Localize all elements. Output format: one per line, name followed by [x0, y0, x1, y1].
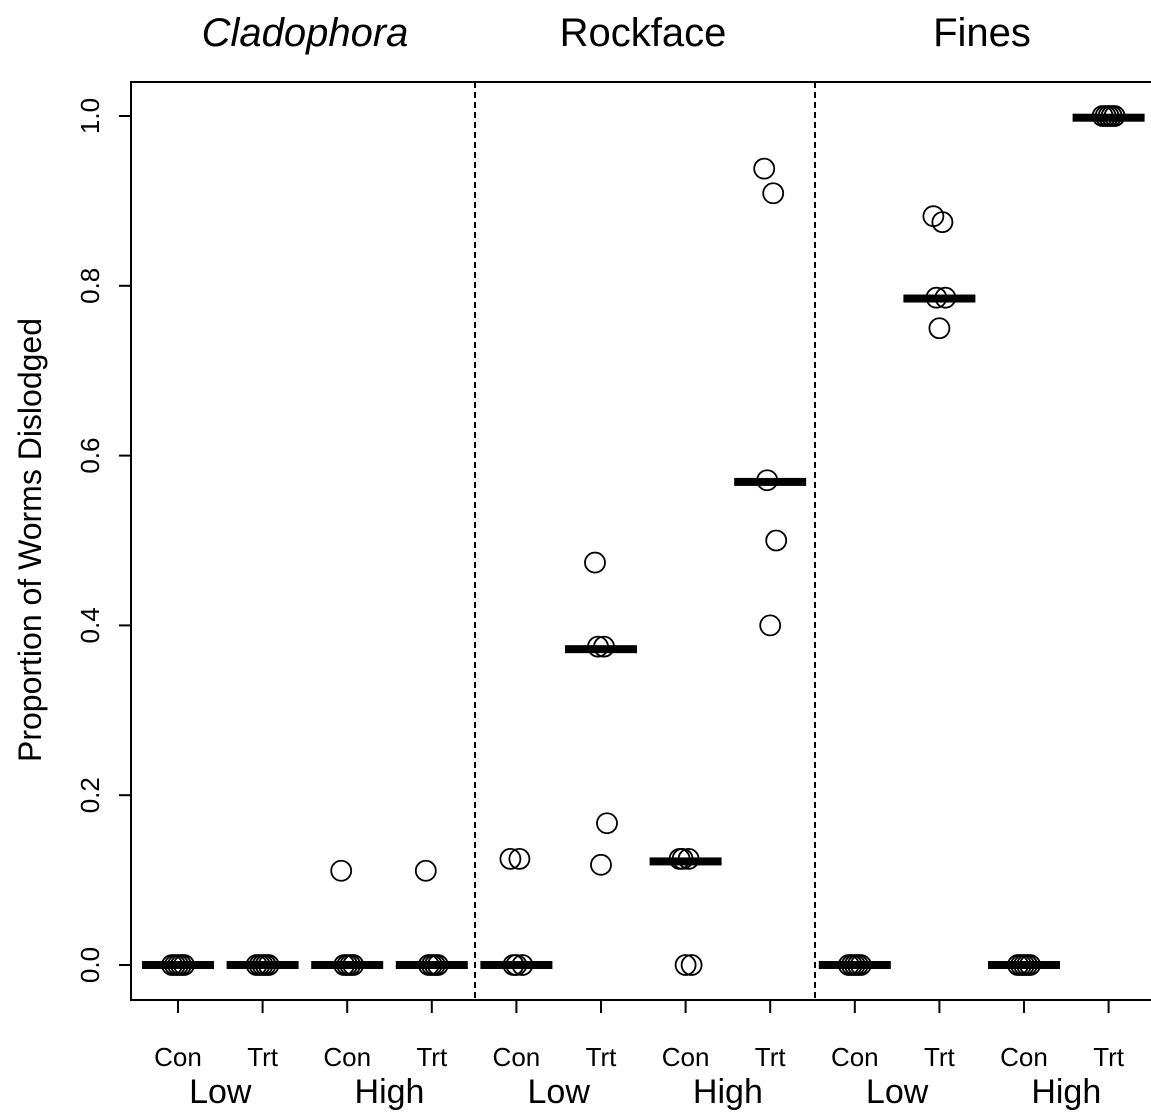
- x-category-label: Trt: [416, 1042, 448, 1072]
- x-group-label: High: [1031, 1073, 1101, 1111]
- y-tick-label: 0.0: [75, 947, 105, 983]
- data-point: [765, 529, 788, 552]
- data-point: [756, 469, 779, 492]
- data-point: [677, 847, 700, 870]
- median-bar: [818, 961, 891, 969]
- data-point: [1103, 105, 1126, 127]
- x-category-label: Con: [154, 1042, 202, 1072]
- median-bar: [1072, 113, 1145, 122]
- data-point: [753, 157, 776, 180]
- median-bars: [142, 113, 1145, 969]
- x-category-label: Trt: [586, 1042, 618, 1072]
- median-bar: [395, 961, 468, 969]
- data-point: [931, 211, 954, 234]
- data-point: [680, 954, 703, 976]
- x-category-label: Trt: [1093, 1042, 1125, 1072]
- median-bar: [649, 857, 722, 866]
- panel-title-fines: Fines: [933, 11, 1031, 55]
- y-tick-label: 0.8: [75, 268, 105, 304]
- data-point: [849, 954, 872, 976]
- data-point: [590, 853, 612, 876]
- y-tick-label: 0.6: [75, 438, 105, 474]
- data-point: [928, 317, 951, 340]
- median-bar: [734, 477, 807, 486]
- x-category-label: Con: [831, 1042, 879, 1072]
- y-tick-label: 1.0: [75, 98, 105, 134]
- data-point: [251, 954, 274, 976]
- data-point: [925, 286, 948, 309]
- data-point: [1019, 954, 1041, 976]
- data-point: [762, 182, 785, 205]
- x-group-label: Low: [528, 1073, 591, 1111]
- data-point: [587, 635, 609, 658]
- data-point: [759, 614, 782, 637]
- median-bar: [226, 961, 299, 969]
- data-point: [257, 954, 280, 976]
- data-point: [593, 635, 615, 658]
- y-tick-label: 0.4: [75, 607, 105, 643]
- data-point: [426, 954, 449, 976]
- data-point: [505, 954, 528, 976]
- panel-title-rockface: Rockface: [560, 11, 727, 55]
- y-axis-label: Proportion of Worms Dislodged: [12, 318, 48, 762]
- data-point: [584, 551, 606, 574]
- x-category-label: Con: [323, 1042, 371, 1072]
- x-group-label: Low: [189, 1073, 252, 1111]
- data-point: [1013, 954, 1035, 976]
- y-axis: 0.0 0.2 0.4 0.6 0.8 1.0: [75, 98, 131, 983]
- x-group-label: Low: [866, 1073, 929, 1111]
- data-points: [161, 105, 1126, 976]
- data-point: [414, 859, 437, 882]
- data-point: [499, 847, 522, 870]
- x-category-label: Trt: [924, 1042, 956, 1072]
- data-point: [843, 954, 866, 976]
- data-point: [1097, 105, 1120, 127]
- data-point: [330, 859, 353, 882]
- data-point: [167, 954, 189, 976]
- data-point: [173, 954, 195, 976]
- x-group-label: High: [693, 1073, 763, 1111]
- data-point: [336, 954, 359, 976]
- panel-title-cladophora: Cladophora: [202, 11, 409, 55]
- data-point: [508, 847, 531, 870]
- data-point: [596, 812, 618, 835]
- x-category-label: Con: [1000, 1042, 1048, 1072]
- median-bar: [311, 961, 384, 969]
- x-category-label: Con: [662, 1042, 710, 1072]
- data-point: [342, 954, 365, 976]
- median-bar: [142, 961, 214, 969]
- x-category-label: Trt: [755, 1042, 787, 1072]
- plot-frame: [130, 81, 1151, 1001]
- data-point: [511, 954, 534, 976]
- data-point: [674, 954, 697, 976]
- median-bar: [480, 961, 553, 969]
- data-point: [420, 954, 443, 976]
- median-bar: [565, 645, 637, 654]
- data-point: [671, 847, 694, 870]
- x-group-label: High: [355, 1073, 425, 1111]
- data-point: [934, 286, 957, 309]
- median-bar: [903, 294, 976, 303]
- x-category-label: Con: [493, 1042, 541, 1072]
- median-bar: [988, 961, 1060, 969]
- y-tick-label: 0.2: [75, 777, 105, 813]
- x-category-label: Trt: [247, 1042, 279, 1072]
